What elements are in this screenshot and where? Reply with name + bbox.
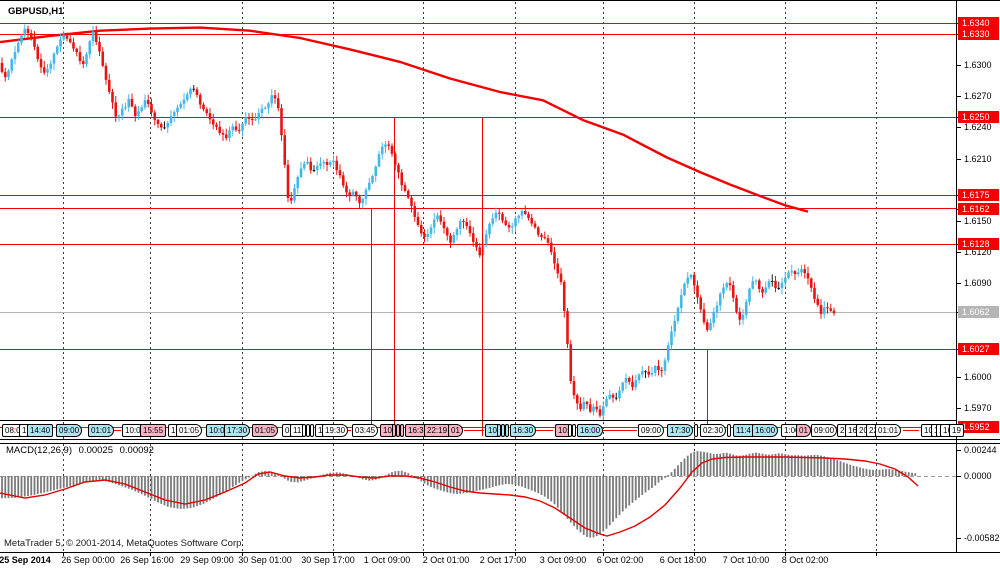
trade-tag[interactable]: 01:05 — [176, 424, 203, 437]
trade-tag[interactable]: 11:4 — [733, 424, 754, 437]
trade-tag[interactable]: 15:55 — [140, 424, 167, 437]
trade-tag[interactable]: 17:30 — [224, 424, 251, 437]
trade-tag[interactable]: 16:00 — [577, 424, 604, 437]
trade-tag[interactable]: 19:30 — [322, 424, 349, 437]
trade-tag-sliver[interactable] — [501, 424, 505, 437]
trade-tag-sliver[interactable] — [392, 424, 396, 437]
trade-tag[interactable]: 17:30 — [667, 424, 694, 437]
trade-tag-sliver[interactable] — [497, 424, 501, 437]
trade-tag-sliver[interactable] — [310, 424, 314, 437]
trade-tag-sliver[interactable] — [727, 424, 731, 437]
trade-tag-sliver[interactable] — [694, 424, 698, 437]
trade-tag[interactable]: 19 — [949, 424, 964, 437]
trade-tag-sliver[interactable] — [400, 424, 404, 437]
trade-tag[interactable]: 09:00 — [56, 424, 83, 437]
trade-tag-sliver[interactable] — [302, 424, 306, 437]
trade-tag-sliver[interactable] — [572, 424, 576, 437]
trade-tag[interactable]: 14:40 — [27, 424, 54, 437]
trade-tag[interactable]: 09:00 — [811, 424, 838, 437]
trade-tag[interactable]: 02:30 — [700, 424, 727, 437]
trade-tag[interactable]: 03:45 — [352, 424, 379, 437]
trade-tag[interactable]: 01:01 — [875, 424, 902, 437]
trade-tag[interactable]: 01:05 — [252, 424, 279, 437]
trade-tag[interactable]: 01:01 — [88, 424, 115, 437]
trade-tag[interactable]: 01 — [796, 424, 811, 437]
trade-tag-sliver[interactable] — [568, 424, 572, 437]
trade-tag-sliver[interactable] — [306, 424, 310, 437]
trade-tag-sliver[interactable] — [396, 424, 400, 437]
trade-tag[interactable]: 22:19 — [424, 424, 451, 437]
trade-tag-sliver[interactable] — [505, 424, 509, 437]
trade-tag[interactable]: 16:30 — [510, 424, 537, 437]
trade-tag[interactable]: 09:00 — [638, 424, 665, 437]
trade-tag[interactable]: 10 — [485, 424, 500, 437]
trade-tag[interactable]: 01 — [448, 424, 463, 437]
trade-tag[interactable]: 16:00 — [752, 424, 779, 437]
